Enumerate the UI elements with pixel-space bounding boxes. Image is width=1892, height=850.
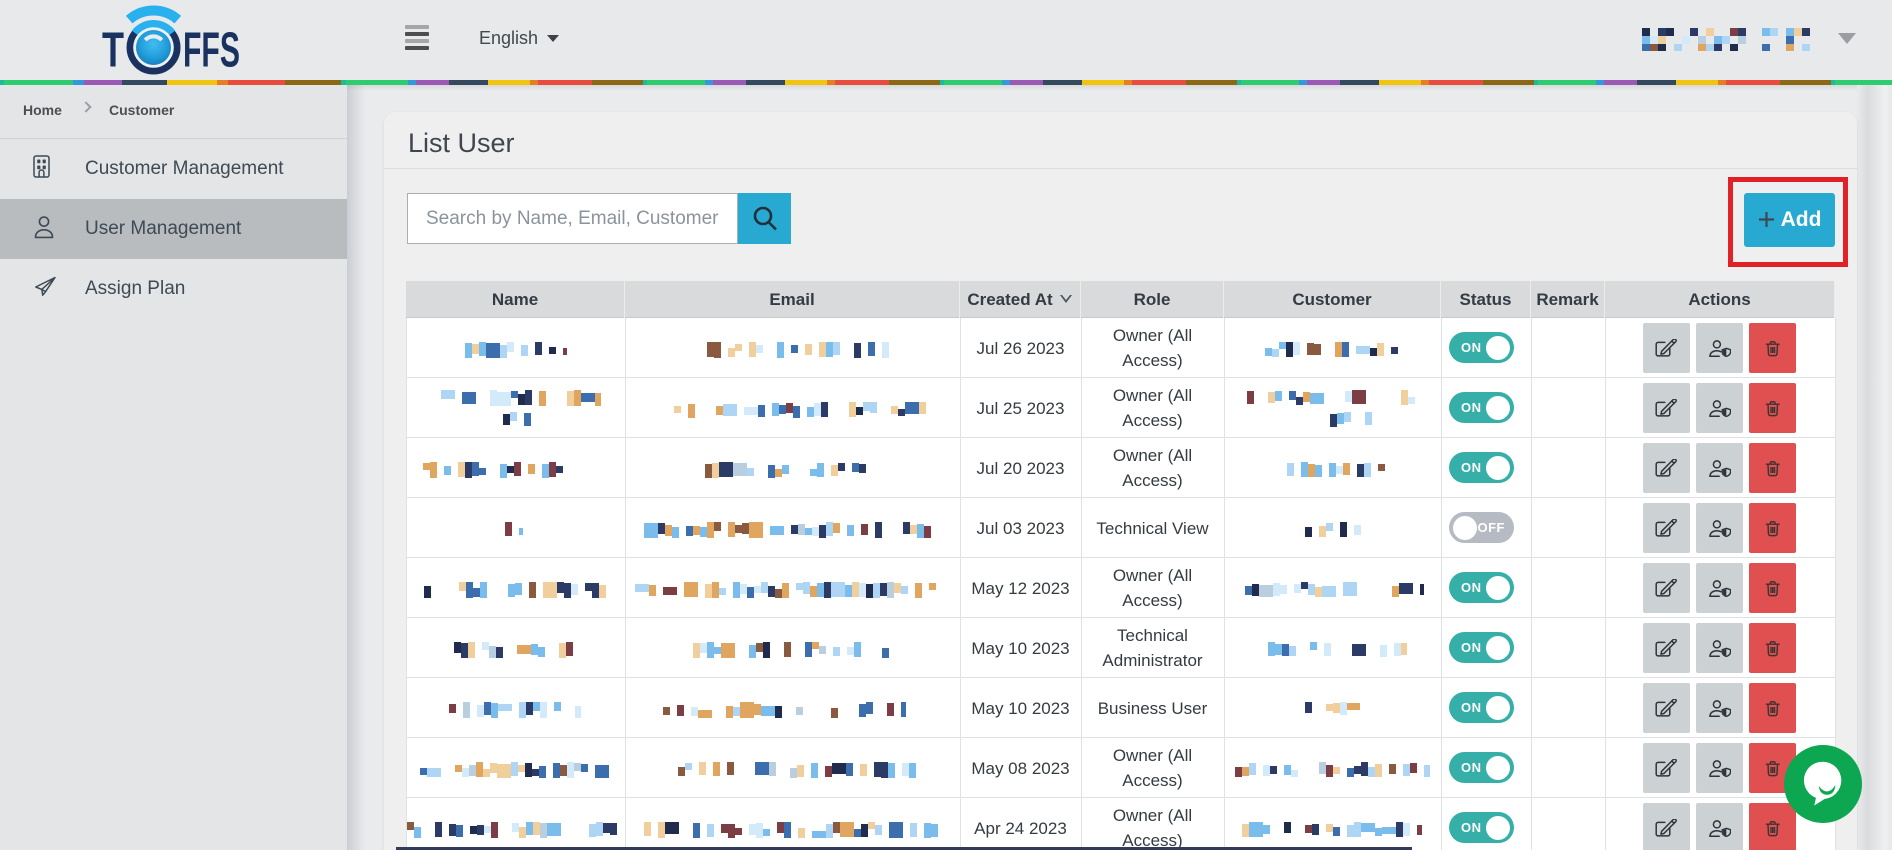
svg-text:T: T bbox=[102, 24, 124, 77]
svg-text:FFS: FFS bbox=[183, 24, 240, 77]
